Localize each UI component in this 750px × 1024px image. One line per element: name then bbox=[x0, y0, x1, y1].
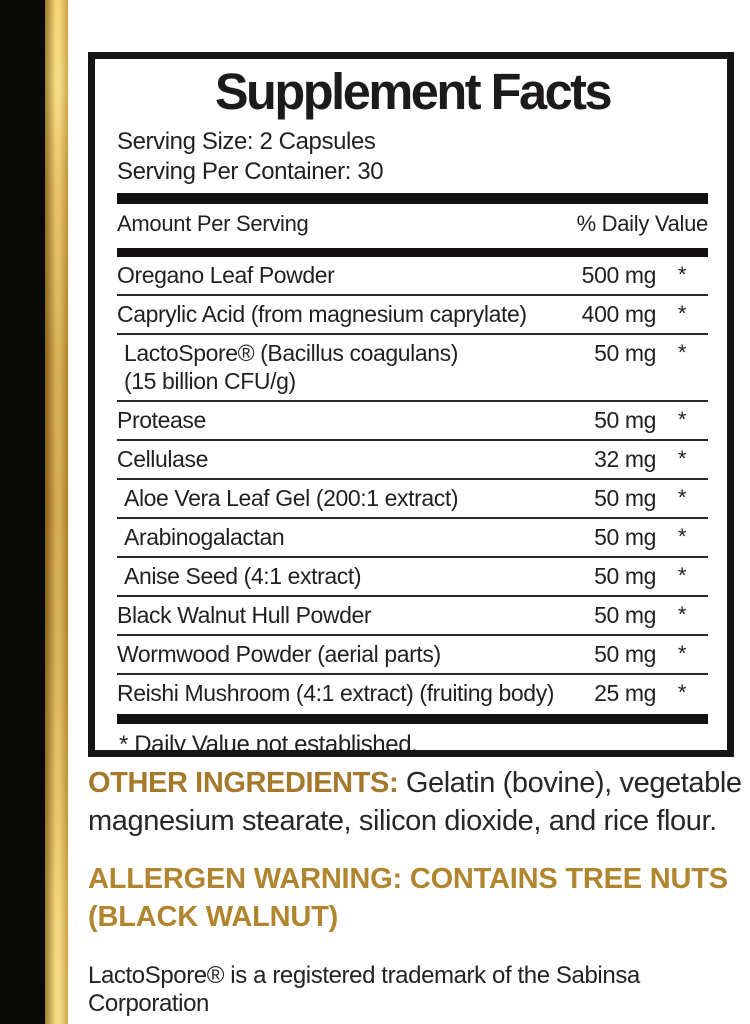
table-row: Black Walnut Hull Powder 50 mg * bbox=[117, 597, 708, 636]
divider-bar-header bbox=[117, 248, 708, 257]
ingredient-amount: 50 mg bbox=[594, 602, 656, 628]
daily-value-header: % Daily Value bbox=[576, 211, 709, 236]
ingredient-name: Aloe Vera Leaf Gel (200:1 extract) bbox=[124, 485, 459, 511]
ingredient-name: LactoSpore® (Bacillus coagulans) (15 bill… bbox=[117, 339, 572, 395]
ingredient-amount: 500 mg bbox=[581, 262, 657, 288]
ingredient-amount: 50 mg bbox=[594, 340, 656, 366]
ingredient-name-line2: (15 billion CFU/g) bbox=[124, 368, 296, 394]
table-row: Wormwood Powder (aerial parts) 50 mg * bbox=[117, 636, 708, 675]
ingredient-name: Black Walnut Hull Powder bbox=[117, 602, 372, 628]
ingredient-amount: 50 mg bbox=[594, 407, 656, 433]
ingredient-dv: * bbox=[677, 407, 687, 432]
ingredient-name-line1: LactoSpore® (Bacillus coagulans) bbox=[124, 340, 458, 366]
ingredient-amount: 50 mg bbox=[594, 524, 656, 550]
ingredient-table: Oregano Leaf Powder 500 mg * Caprylic Ac… bbox=[117, 257, 708, 712]
ingredient-name: Wormwood Powder (aerial parts) bbox=[117, 641, 441, 667]
ingredient-dv: * bbox=[677, 446, 687, 471]
ingredient-dv: * bbox=[677, 641, 687, 666]
table-header: Amount Per Serving % Daily Value bbox=[117, 204, 708, 243]
daily-value-footnote: * Daily Value not established. bbox=[119, 731, 418, 757]
panel-title: Supplement Facts bbox=[214, 63, 613, 120]
serving-size: Serving Size: 2 Capsules bbox=[117, 128, 376, 155]
ingredient-name: Anise Seed (4:1 extract) bbox=[124, 563, 362, 589]
left-black-strip bbox=[0, 0, 45, 1024]
ingredient-amount: 400 mg bbox=[581, 301, 657, 327]
ingredient-amount: 25 mg bbox=[594, 680, 656, 706]
ingredient-name: Protease bbox=[117, 407, 206, 433]
other-ingredients-label: OTHER INGREDIENTS: bbox=[88, 767, 399, 799]
label-footer: OTHER INGREDIENTS: Gelatin (bovine), veg… bbox=[88, 762, 748, 1018]
table-row: Cellulase 32 mg * bbox=[117, 441, 708, 480]
table-row: Oregano Leaf Powder 500 mg * bbox=[117, 257, 708, 296]
ingredient-dv: * bbox=[677, 524, 687, 549]
other-ingredients: OTHER INGREDIENTS: Gelatin (bovine), veg… bbox=[88, 764, 748, 840]
serving-info: Serving Size: 2 Capsules Serving Per Con… bbox=[117, 127, 708, 187]
ingredient-name: Reishi Mushroom (4:1 extract) (fruiting … bbox=[117, 680, 555, 706]
ingredient-name: Arabinogalactan bbox=[124, 524, 285, 550]
ingredient-dv: * bbox=[677, 301, 687, 326]
divider-bar-top bbox=[117, 193, 708, 204]
table-row: Arabinogalactan 50 mg * bbox=[117, 519, 708, 558]
table-row: LactoSpore® (Bacillus coagulans) (15 bill… bbox=[117, 335, 708, 402]
ingredient-dv: * bbox=[677, 602, 687, 627]
ingredient-dv: * bbox=[677, 680, 687, 705]
table-row: Reishi Mushroom (4:1 extract) (fruiting … bbox=[117, 675, 708, 712]
ingredient-name: Cellulase bbox=[117, 446, 209, 472]
ingredient-name: Oregano Leaf Powder bbox=[117, 262, 335, 288]
ingredient-amount: 50 mg bbox=[594, 485, 656, 511]
divider-bar-bottom bbox=[117, 714, 708, 724]
ingredient-dv: * bbox=[677, 485, 687, 510]
ingredient-amount: 50 mg bbox=[594, 641, 656, 667]
other-ingredients-text: Gelatin (bovine), vegetable magnesium st… bbox=[88, 767, 742, 837]
table-row: Protease 50 mg * bbox=[117, 402, 708, 441]
table-row: Anise Seed (4:1 extract) 50 mg * bbox=[117, 558, 708, 597]
ingredient-amount: 50 mg bbox=[594, 563, 656, 589]
serving-per-container: Serving Per Container: 30 bbox=[117, 158, 384, 185]
ingredient-dv: * bbox=[677, 563, 687, 588]
trademark-note: LactoSpore® is a registered trademark of… bbox=[88, 962, 640, 1017]
supplement-facts-panel: Supplement Facts Serving Size: 2 Capsule… bbox=[88, 52, 734, 757]
left-gold-strip bbox=[45, 0, 68, 1024]
table-row: Aloe Vera Leaf Gel (200:1 extract) 50 mg… bbox=[117, 480, 708, 519]
table-row: Caprylic Acid (from magnesium caprylate)… bbox=[117, 296, 708, 335]
ingredient-dv: * bbox=[677, 340, 687, 365]
allergen-warning: ALLERGEN WARNING: CONTAINS TREE NUTS (BL… bbox=[88, 863, 728, 933]
ingredient-amount: 32 mg bbox=[594, 446, 656, 472]
amount-per-serving-header: Amount Per Serving bbox=[117, 211, 309, 236]
ingredient-name: Caprylic Acid (from magnesium caprylate) bbox=[117, 301, 527, 327]
ingredient-dv: * bbox=[677, 262, 687, 287]
